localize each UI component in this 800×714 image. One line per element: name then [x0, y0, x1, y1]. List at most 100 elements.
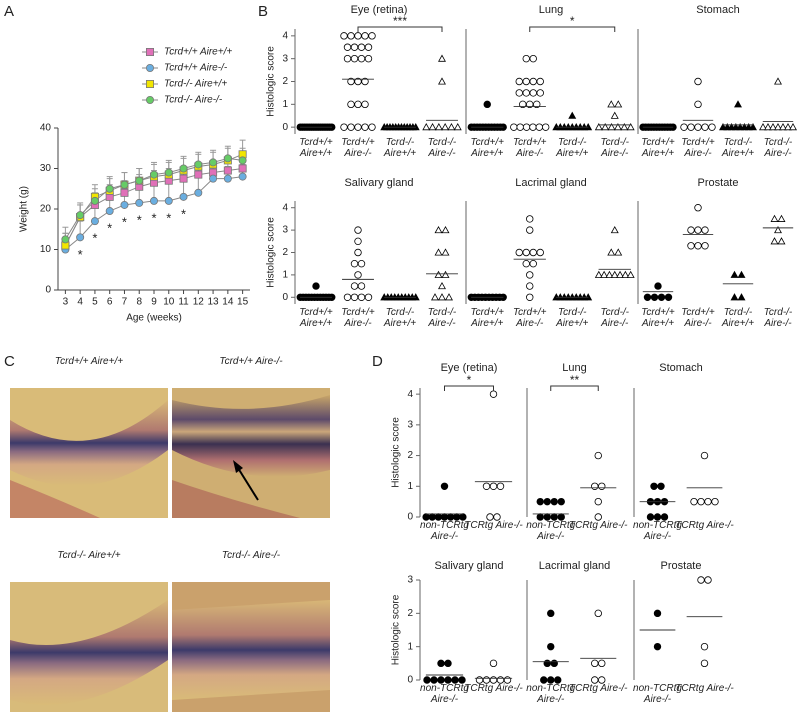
subplot-title: Lung — [562, 362, 586, 374]
data-point — [598, 482, 606, 490]
data-point — [343, 293, 352, 301]
data-point — [759, 123, 767, 131]
data-point — [687, 226, 695, 234]
data-point — [105, 207, 114, 216]
data-point — [687, 242, 695, 250]
category-label-box: Tcrd-/- Aire+/+ — [556, 137, 588, 159]
data-point — [149, 170, 158, 179]
category-label-box: Tcrd-/- Aire-/- — [428, 307, 457, 329]
data-point — [653, 609, 662, 618]
category-label-box: Tcrd-/- Aire-/- — [600, 137, 629, 159]
data-point — [730, 293, 739, 301]
category-label-box: Tcrd-/- Aire+/+ — [384, 137, 416, 159]
subplot-title: Salivary gland — [434, 560, 503, 572]
data-point — [482, 482, 491, 490]
data-point — [600, 270, 609, 278]
category-label-box: Tcrd+/+ Aire-/- — [341, 137, 375, 159]
data-point — [350, 259, 359, 268]
data-point — [769, 123, 777, 131]
category-label-box: Tcrd+/+ Aire-/- — [681, 307, 715, 329]
category-label: non-TCRtg Aire-/- — [633, 520, 682, 542]
y-tick-label: 2 — [282, 247, 288, 258]
data-point — [607, 100, 616, 108]
data-point — [354, 32, 362, 40]
data-point — [700, 642, 709, 651]
y-tick-label: 3 — [407, 419, 413, 430]
data-point — [343, 54, 352, 63]
data-point — [598, 659, 606, 668]
subplot-title: Lacrimal gland — [515, 177, 587, 189]
data-point — [522, 259, 530, 268]
x-axis-label: Age (weeks) — [126, 313, 182, 324]
significance-mark: * — [78, 247, 83, 262]
data-point — [105, 184, 114, 193]
significance-mark: * — [151, 210, 156, 225]
legend-label: Tcrd-/- Aire-/- — [164, 95, 223, 106]
category-label: Tcrd-/- Aire-/- — [427, 137, 457, 159]
category-label: Tcrd-/- Aire+/+ — [383, 307, 417, 329]
y-tick-label: 30 — [40, 163, 52, 174]
data-point — [354, 248, 362, 257]
y-tick-label: 1 — [282, 270, 288, 281]
data-point — [529, 77, 537, 86]
data-point — [223, 154, 232, 163]
category-label-box: Tcrd+/+ Aire-/- — [341, 307, 375, 329]
category-label-box: Tcrd+/+ Aire-/- — [512, 137, 547, 159]
data-point — [515, 248, 523, 257]
category-label-box: TCRtg Aire-/- — [464, 683, 523, 694]
data-point — [350, 293, 359, 301]
category-label-box: Tcrd+/+ Aire+/+ — [470, 137, 504, 159]
data-point — [76, 233, 85, 242]
category-label-box: TCRtg Aire-/- — [568, 520, 628, 531]
data-point — [194, 170, 203, 179]
category-label: Tcrd+/+ Aire-/- — [512, 137, 547, 159]
data-point — [770, 214, 779, 222]
x-tick-label: 11 — [178, 297, 189, 308]
data-point — [340, 123, 348, 131]
data-point — [694, 204, 702, 212]
data-point — [120, 180, 129, 189]
x-tick-label: 5 — [92, 297, 98, 308]
data-point — [777, 214, 786, 222]
data-point — [700, 451, 709, 460]
data-point — [690, 497, 698, 506]
category-label-box: Tcrd+/+ Aire-/- — [513, 307, 547, 329]
data-point — [223, 174, 232, 183]
data-point — [357, 54, 366, 63]
category-label: non-TCRtg Aire-/- — [526, 683, 576, 705]
category-label: TCRtg Aire-/- — [464, 520, 523, 531]
data-point — [701, 123, 709, 131]
image-label: Tcrd-/- Aire+/+ — [57, 550, 121, 561]
tissue-layer — [10, 480, 100, 518]
y-axis-label: Histologic score — [391, 417, 402, 488]
x-tick-label: 3 — [63, 297, 69, 308]
category-label: TCRtg Aire-/- — [568, 520, 628, 531]
data-point — [536, 248, 544, 257]
category-label: Tcrd+/+ Aire-/- — [341, 137, 375, 159]
panel-label: B — [258, 3, 268, 20]
data-point — [591, 482, 599, 490]
histology-images — [10, 388, 330, 712]
data-point — [660, 513, 669, 521]
data-point — [445, 293, 453, 301]
panel-label: C — [4, 353, 15, 370]
data-point — [657, 293, 666, 301]
panel-label: A — [4, 3, 14, 20]
data-point — [533, 100, 541, 109]
data-point — [737, 293, 746, 301]
data-point — [428, 123, 437, 131]
data-point — [312, 282, 320, 290]
y-tick-label: 2 — [282, 76, 288, 87]
category-label: Tcrd-/- Aire-/- — [763, 307, 793, 329]
category-label: non-TCRtg Aire-/- — [420, 520, 469, 542]
data-point — [697, 576, 705, 584]
data-point — [620, 123, 629, 131]
data-point — [694, 123, 702, 131]
data-point — [680, 123, 688, 131]
data-point — [434, 270, 443, 278]
data-point — [777, 237, 786, 245]
data-point — [687, 123, 695, 131]
data-point — [120, 188, 129, 197]
data-point — [441, 225, 450, 234]
data-point — [350, 282, 359, 290]
